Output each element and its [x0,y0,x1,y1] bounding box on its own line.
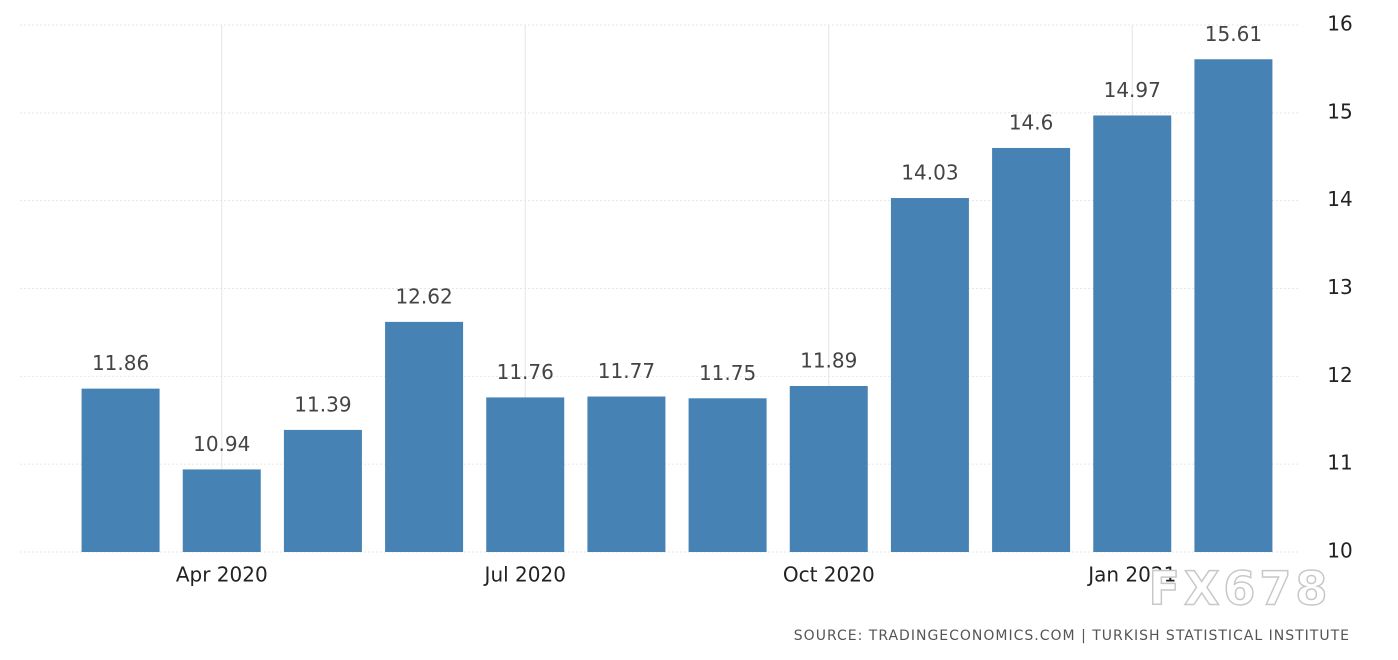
bar [81,388,160,552]
value-label: 11.76 [497,360,554,384]
y-tick-label: 12 [1327,363,1352,387]
x-tick-label: Jul 2020 [483,563,566,587]
x-tick-label: Oct 2020 [783,563,875,587]
bar [587,396,666,552]
value-label: 14.03 [901,161,958,185]
bar [992,147,1071,552]
value-label: 11.86 [92,351,149,375]
watermark: FX678 [1149,562,1332,616]
bar [283,429,362,552]
value-label: 14.6 [1009,110,1054,134]
value-label: 12.62 [395,284,452,308]
value-label: 11.77 [598,359,655,383]
value-label: 11.89 [800,348,857,372]
value-label: 14.97 [1104,78,1161,102]
bar [1093,115,1172,553]
bar [688,398,767,552]
bar [1194,59,1273,552]
x-tick-label: Jan 2021 [1086,563,1176,587]
value-label: 11.75 [699,361,756,385]
bar [182,469,261,552]
x-tick-label: Apr 2020 [176,563,268,587]
bar [385,321,464,552]
y-tick-label: 10 [1327,539,1352,563]
value-label: 11.39 [294,392,351,416]
bar [890,198,969,552]
y-tick-label: 11 [1327,451,1352,475]
y-tick-label: 16 [1327,12,1352,36]
y-tick-label: 13 [1327,275,1352,299]
bar [789,385,868,552]
bar [486,397,565,552]
source: SOURCE: TRADINGECONOMICS.COM | TURKISH S… [794,628,1350,644]
value-label: 15.61 [1205,22,1262,46]
y-tick-label: 14 [1327,187,1352,211]
y-tick-label: 15 [1327,99,1352,123]
value-label: 10.94 [193,432,250,456]
